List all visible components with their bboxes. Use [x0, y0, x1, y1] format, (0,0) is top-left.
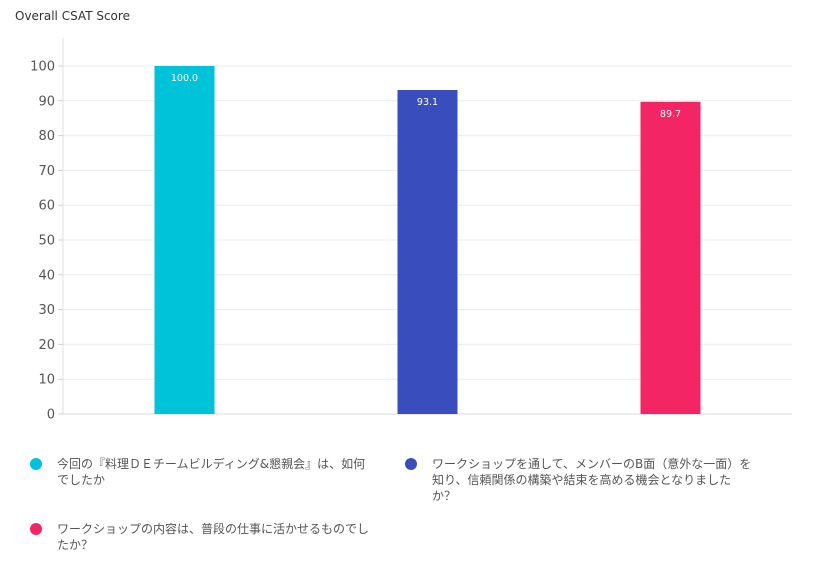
y-tick-label: 80 [38, 129, 55, 144]
bar-3[interactable] [640, 101, 701, 415]
data-label-2: 93.1 [417, 97, 438, 108]
y-tick-label: 70 [38, 164, 55, 179]
y-axis-ticks: 0 10 20 30 40 50 60 70 80 90 100 [30, 60, 63, 423]
y-tick-label: 30 [38, 303, 55, 318]
bars: 100.0 93.1 89.7 [154, 66, 701, 415]
y-tick-label: 60 [38, 199, 55, 214]
legend-marker-1 [30, 458, 42, 470]
legend-label-1: 今回の『料理ＤＥチームビルディング&懇親会』は、如何でしたか [57, 457, 366, 487]
legend-label-2: ワークショップを通して、メンバーのB面（意外な一面）を知り、信頼関係の構築や結束… [432, 457, 752, 503]
y-tick-label: 90 [38, 94, 55, 109]
legend-marker-3 [30, 523, 42, 535]
bar-2[interactable] [397, 90, 458, 415]
legend-item-2[interactable]: ワークショップを通して、メンバーのB面（意外な一面）を知り、信頼関係の構築や結束… [405, 456, 752, 504]
legend-item-3[interactable]: ワークショップの内容は、普段の仕事に活かせるものでしたか？ [30, 521, 377, 553]
y-tick-label: 40 [38, 268, 55, 283]
y-tick-label: 0 [47, 408, 55, 423]
legend-label-3: ワークショップの内容は、普段の仕事に活かせるものでしたか？ [57, 522, 370, 552]
bar-chart: 0 10 20 30 40 50 60 70 80 90 100 100.0 93.1 89.7 [30, 38, 792, 423]
data-label-1: 100.0 [171, 73, 198, 84]
y-tick-label: 10 [38, 373, 55, 388]
chart-title: Overall CSAT Score [15, 9, 130, 23]
y-tick-label: 100 [30, 60, 55, 75]
y-tick-label: 50 [38, 234, 55, 249]
y-tick-label: 20 [38, 338, 55, 353]
legend-marker-2 [405, 458, 417, 470]
legend-item-1[interactable]: 今回の『料理ＤＥチームビルディング&懇親会』は、如何でしたか [30, 456, 377, 488]
bar-1[interactable] [154, 66, 215, 414]
data-label-3: 89.7 [660, 109, 681, 120]
